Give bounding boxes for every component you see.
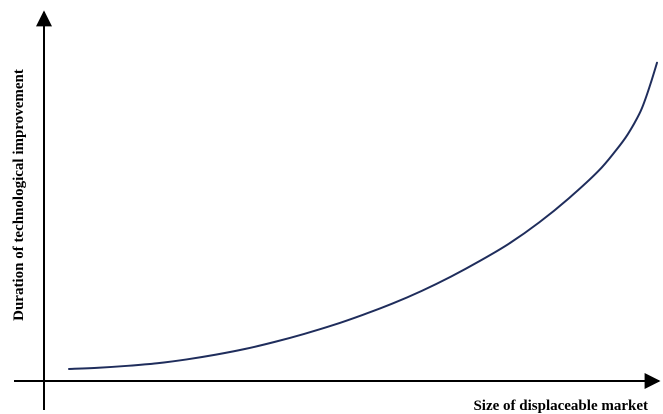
series-line-0 <box>68 61 658 370</box>
y-axis-label: Duration of technological improvement <box>11 69 27 321</box>
series-layer <box>68 61 658 370</box>
x-axis-label: Size of displaceable market <box>473 398 648 414</box>
